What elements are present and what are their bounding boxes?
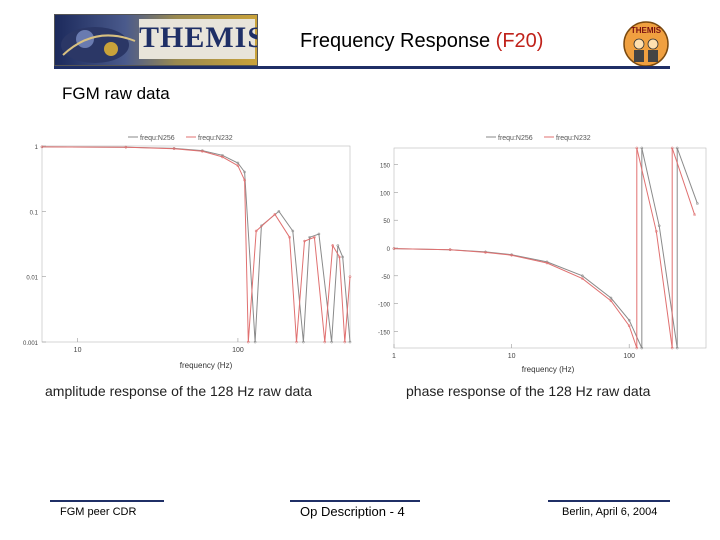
amplitude-point (273, 212, 277, 216)
amplitude-point (295, 340, 298, 344)
amplitude-y-tick-label: 0.001 (23, 341, 39, 347)
amplitude-point (200, 149, 204, 153)
title-code: (F20) (495, 30, 544, 52)
mascot-text: THEMIS (631, 26, 662, 35)
amplitude-point (348, 340, 352, 344)
amplitude-y-tick-label: 1 (35, 145, 39, 151)
footer-right: Berlin, April 6, 2004 (562, 506, 658, 518)
amplitude-x-tick-label: 100 (232, 347, 244, 354)
phase-y-tick-label: -100 (378, 303, 391, 309)
amplitude-point (323, 340, 327, 344)
amplitude-point (172, 147, 176, 151)
phase-tick-labels: 150 100 50 0 -50 -100 -150 1 10 100 (378, 164, 635, 360)
amplitude-y-tick-label: 0.1 (30, 210, 39, 216)
phase-y-tick-label: -150 (378, 330, 391, 336)
amplitude-point (243, 170, 246, 174)
phase-y-tick-label: 0 (387, 247, 391, 253)
amplitude-point (277, 209, 281, 213)
amplitude-point (336, 244, 340, 247)
amplitude-point (236, 161, 240, 165)
amplitude-point (291, 229, 295, 233)
amplitude-caption: amplitude response of the 128 Hz raw dat… (45, 383, 312, 399)
phase-x-tick-label: 100 (623, 353, 635, 360)
phase-x-tick-label: 1 (392, 353, 396, 360)
amplitude-point (330, 340, 333, 344)
phase-series-line-2 (393, 248, 638, 349)
amplitude-point (254, 229, 258, 233)
phase-point (609, 299, 613, 303)
amplitude-legend: frequ:N256 frequ:N232 (128, 135, 233, 142)
amplitude-x-axis-label: frequency (Hz) (180, 361, 233, 370)
amplitude-point (331, 244, 335, 247)
amplitude-point (308, 235, 311, 239)
phase-plot-area (393, 147, 707, 349)
phase-y-tick-label: 100 (380, 191, 391, 197)
amplitude-tick-labels: 1 0.1 0.01 0.001 10 100 (23, 145, 244, 354)
phase-point (609, 296, 613, 300)
footer-rule-center (290, 500, 420, 502)
footer-rule-right (548, 500, 670, 502)
amplitude-legend-label: frequ:N256 (140, 135, 175, 142)
amplitude-point (243, 178, 246, 182)
amplitude-x-tick-label: 10 (74, 347, 82, 354)
amplitude-point (246, 340, 250, 344)
slide-title: Frequency Response (F20) (300, 30, 543, 53)
footer-left: FGM peer CDR (60, 506, 137, 518)
phase-series-line-2 (671, 147, 696, 215)
amplitude-series (40, 145, 352, 344)
phase-legend-label: frequ:N232 (556, 135, 591, 142)
amplitude-point (313, 235, 316, 239)
amplitude-point (338, 255, 341, 259)
amplitude-series-line-2 (41, 146, 351, 343)
amplitude-point (40, 145, 44, 149)
section-title: FGM raw data (62, 84, 170, 103)
amplitude-point (236, 164, 240, 168)
footer-rule-left (50, 500, 164, 502)
amplitude-point (253, 340, 257, 344)
title-rule (54, 66, 670, 69)
logo-art (61, 27, 136, 63)
themis-logo: THEMIS (54, 14, 258, 66)
phase-y-tick-label: -50 (381, 275, 390, 281)
logo-text: THEMIS (139, 21, 258, 54)
phase-series-line-1 (641, 147, 678, 349)
title-main: Frequency Response (300, 30, 496, 52)
phase-legend: frequ:N256 frequ:N232 (486, 135, 591, 142)
phase-y-tick-label: 50 (383, 219, 390, 225)
phase-x-axis-label: frequency (Hz) (522, 365, 575, 374)
amplitude-point (221, 155, 224, 159)
amplitude-point (341, 255, 345, 259)
phase-series (392, 146, 699, 350)
amplitude-point (317, 232, 321, 236)
phase-x-tick-label: 10 (508, 353, 516, 360)
phase-grid (393, 147, 707, 349)
amplitude-point (303, 239, 306, 243)
themis-mascot-logo: THEMIS (623, 21, 669, 67)
amplitude-point (124, 145, 128, 149)
amplitude-point (348, 275, 352, 279)
amplitude-point (302, 340, 305, 344)
phase-legend-label: frequ:N256 (498, 135, 533, 142)
logo-plate (139, 19, 255, 59)
phase-y-tick-label: 150 (380, 164, 391, 170)
phase-chart: frequ:N256 frequ:N232 150 100 50 0 -50 -100 -15… (378, 135, 707, 374)
amplitude-point (288, 235, 291, 239)
amplitude-point (343, 340, 347, 344)
footer-center: Op Description - 4 (300, 504, 405, 519)
phase-series-line-2 (636, 147, 673, 349)
phase-series-line-1 (676, 147, 698, 204)
phase-caption: phase response of the 128 Hz raw data (406, 383, 651, 399)
amplitude-y-tick-label: 0.01 (26, 276, 38, 282)
amplitude-legend-label: frequ:N232 (198, 135, 233, 142)
